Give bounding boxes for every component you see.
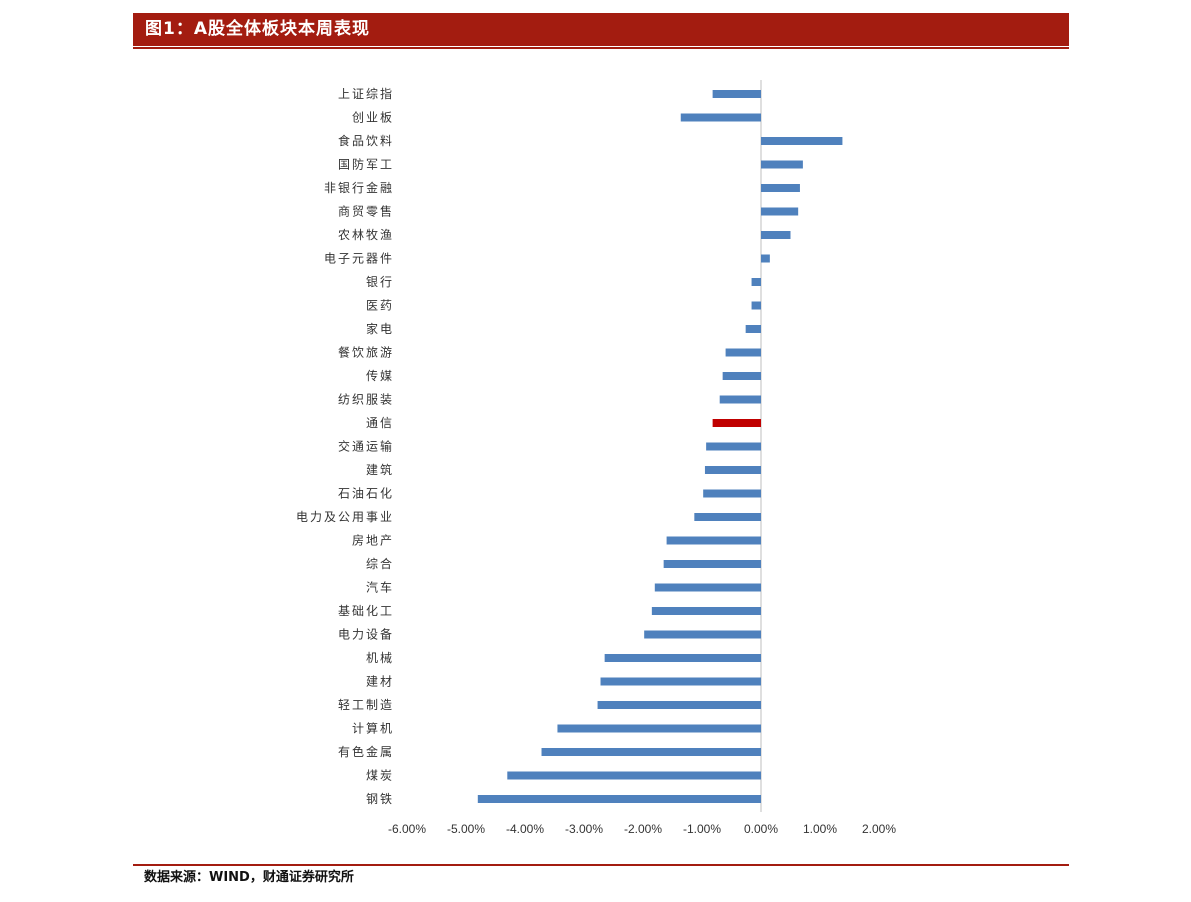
bar-4: [761, 184, 800, 192]
bar-21: [654, 583, 761, 592]
bar-12: [722, 372, 761, 380]
category-label: 机械: [366, 650, 394, 665]
x-tick-label: -3.00%: [565, 822, 603, 836]
category-label: 钢铁: [366, 792, 394, 806]
source-note: 数据来源：WIND，财通证券研究所: [144, 870, 354, 885]
bar-1: [680, 113, 761, 122]
category-label: 煤炭: [366, 769, 394, 783]
category-label: 石油石化: [338, 487, 394, 501]
bar-11: [725, 348, 761, 357]
title-underline: [133, 47, 1069, 49]
bar-30: [477, 795, 761, 803]
x-tick-label: -6.00%: [388, 822, 426, 836]
x-tick-label: 0.00%: [744, 822, 778, 836]
bar-25: [600, 677, 761, 686]
category-label: 有色金属: [338, 744, 394, 759]
category-label: 电力及公用事业: [296, 510, 394, 524]
bar-14: [712, 419, 761, 427]
bar-2: [761, 137, 843, 145]
category-label: 纺织服装: [338, 393, 394, 407]
bar-23: [644, 630, 761, 639]
category-label: 综合: [366, 556, 394, 571]
bar-17: [703, 489, 761, 498]
bar-20: [663, 560, 761, 568]
x-tick-label: -5.00%: [447, 822, 485, 836]
category-label: 电子元器件: [324, 252, 394, 266]
chart-title-bar: 图1：A股全体板块本周表现: [133, 13, 1069, 46]
category-label: 建筑: [366, 462, 394, 477]
x-tick-label: -4.00%: [506, 822, 544, 836]
bar-5: [761, 207, 799, 216]
bar-26: [597, 701, 761, 709]
category-label: 传媒: [366, 368, 394, 383]
x-tick-label: -2.00%: [624, 822, 662, 836]
bar-24: [604, 654, 761, 662]
category-label: 商贸零售: [338, 204, 394, 219]
bar-8: [751, 278, 761, 286]
bar-19: [666, 536, 761, 545]
bar-6: [761, 231, 791, 239]
bar-10: [745, 325, 761, 333]
category-label: 交通运输: [338, 439, 394, 454]
category-label: 餐饮旅游: [338, 345, 394, 360]
chart-title: 图1：A股全体板块本周表现: [145, 19, 370, 39]
category-label: 创业板: [352, 111, 394, 125]
category-label: 银行: [366, 275, 394, 289]
bar-28: [541, 748, 761, 756]
category-label: 非银行金融: [324, 180, 394, 195]
bar-0: [712, 90, 761, 98]
x-tick-label: 1.00%: [803, 822, 837, 836]
bar-9: [751, 301, 761, 310]
bar-15: [706, 442, 761, 451]
bar-13: [719, 395, 761, 404]
category-label: 基础化工: [338, 604, 394, 618]
category-label: 房地产: [352, 533, 394, 548]
category-label: 家电: [366, 321, 394, 336]
category-label: 汽车: [366, 580, 394, 595]
category-label: 国防军工: [338, 157, 394, 172]
category-label: 电力设备: [338, 628, 394, 642]
bar-29: [507, 771, 761, 780]
bar-7: [761, 254, 770, 263]
bar-3: [761, 160, 803, 169]
category-label: 食品饮料: [338, 133, 394, 148]
x-tick-label: 2.00%: [862, 822, 896, 836]
category-label: 医药: [366, 299, 394, 313]
bar-16: [704, 466, 761, 474]
category-label: 计算机: [352, 721, 394, 736]
category-label: 农林牧渔: [338, 228, 394, 242]
bar-27: [557, 724, 761, 733]
category-label: 轻工制造: [338, 698, 394, 712]
category-label: 上证综指: [338, 86, 394, 101]
category-label: 建材: [366, 675, 394, 689]
x-tick-label: -1.00%: [683, 822, 721, 836]
bar-22: [651, 607, 761, 615]
category-label: 通信: [366, 416, 394, 430]
footer-divider: [133, 864, 1069, 866]
bar-18: [694, 513, 761, 521]
